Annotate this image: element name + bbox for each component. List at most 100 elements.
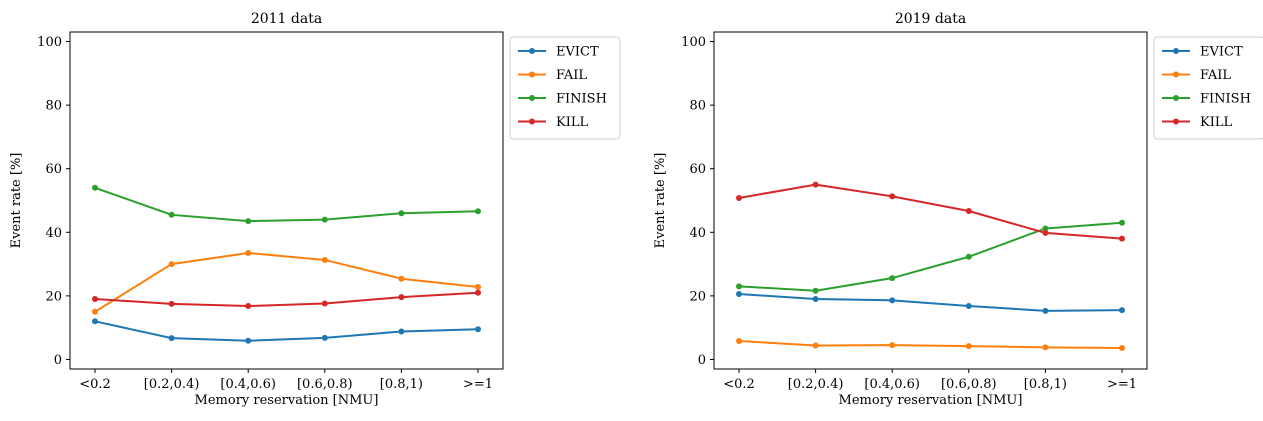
y-tick-label: 60 [45, 162, 62, 177]
x-axis-label: Memory reservation [NMU] [839, 393, 1023, 408]
data-point-finish [168, 211, 175, 218]
data-point-fail [965, 343, 972, 350]
data-point-kill [736, 194, 742, 201]
legend: EVICT FAIL FINISH KILL [1153, 36, 1263, 140]
legend-box [1153, 36, 1263, 140]
data-point-fail [1119, 345, 1125, 352]
x-tick-label: <0.2 [79, 377, 111, 392]
data-point-evict [475, 326, 481, 333]
y-tick-label: 80 [45, 99, 62, 114]
data-point-fail [1042, 344, 1049, 351]
data-point-kill [321, 300, 328, 307]
data-point-evict [965, 303, 972, 310]
y-tick-label: 100 [681, 35, 706, 50]
y-tick-label: 40 [689, 226, 706, 241]
series-evict [736, 290, 1125, 314]
legend-point-marker [1173, 118, 1179, 125]
x-tick-label: [0.6,0.8) [297, 377, 353, 392]
legend-label: FAIL [556, 68, 587, 83]
series-line-fail [94, 251, 479, 313]
data-point-finish [812, 287, 819, 294]
series-line-evict [94, 320, 479, 342]
x-axis-label: Memory reservation [NMU] [195, 393, 379, 408]
y-tick-label: 0 [698, 353, 706, 368]
chart-panel-2: 2019 data 0 20 40 60 80 100 <0.2 [0.2,0.4) [0.4,0… [653, 11, 1263, 408]
data-point-fail [736, 338, 742, 345]
data-point-evict [1042, 307, 1049, 314]
y-axis-label: Event rate [%] [9, 153, 24, 249]
x-tick-label: >=1 [463, 377, 493, 392]
data-point-evict [245, 337, 252, 344]
plot-area-frame [713, 31, 1148, 370]
plot-area-frame [69, 31, 504, 370]
x-tick-label: <0.2 [723, 377, 755, 392]
x-tick-label: [0.6,0.8) [941, 377, 997, 392]
series-kill [92, 289, 481, 310]
data-point-evict [321, 334, 328, 341]
legend-point-marker [529, 118, 535, 125]
legend-label: FAIL [1200, 68, 1231, 83]
series-finish [736, 219, 1125, 294]
data-point-finish [889, 275, 896, 282]
legend-item-kill: KILL [518, 115, 588, 130]
data-point-evict [736, 290, 742, 297]
y-axis-label: Event rate [%] [653, 153, 668, 249]
data-point-evict [398, 328, 405, 335]
legend-item-fail: FAIL [1162, 68, 1231, 83]
y-tick-label: 20 [689, 289, 706, 304]
data-point-kill [812, 181, 819, 188]
data-point-kill [92, 296, 98, 303]
data-point-finish [475, 208, 481, 215]
x-tick-label: [0.8,1) [1024, 377, 1067, 392]
legend-point-marker [1173, 95, 1179, 101]
series-finish [92, 184, 481, 225]
data-point-finish [398, 210, 405, 217]
series-line-evict [738, 292, 1123, 312]
legend-label: FINISH [1200, 92, 1251, 107]
data-point-finish [736, 283, 742, 290]
series-line-fail [738, 340, 1123, 350]
legend-item-kill: KILL [1162, 115, 1232, 130]
legend-point-marker [1173, 48, 1179, 54]
data-point-kill [398, 294, 405, 301]
legend-label: KILL [556, 115, 588, 130]
x-tick-label: [0.2,0.4) [144, 377, 200, 392]
y-tick-label: 20 [45, 289, 62, 304]
y-tick-label: 80 [689, 99, 706, 114]
y-tick-label: 40 [45, 226, 62, 241]
data-point-finish [965, 253, 972, 260]
series-line-finish [94, 186, 479, 223]
x-tick-label: [0.2,0.4) [788, 377, 844, 392]
x-tick-label: >=1 [1107, 377, 1137, 392]
data-point-kill [965, 207, 972, 214]
data-point-evict [92, 318, 98, 325]
series-line-kill [738, 183, 1123, 240]
legend-item-finish: FINISH [518, 92, 607, 107]
series-line-kill [94, 291, 479, 308]
data-point-kill [1119, 235, 1125, 242]
legend-label: EVICT [556, 45, 599, 60]
chart-title: 2011 data [251, 11, 322, 27]
data-point-kill [245, 303, 252, 310]
legend-point-marker [529, 71, 535, 78]
data-point-finish [1042, 225, 1049, 232]
data-point-fail [245, 249, 252, 256]
series-line-finish [738, 221, 1123, 292]
data-point-kill [1042, 229, 1049, 236]
data-point-finish [92, 184, 98, 191]
legend-label: KILL [1200, 115, 1232, 130]
series-fail [92, 249, 481, 315]
legend-item-fail: FAIL [518, 68, 587, 83]
legend-item-evict: EVICT [1162, 45, 1243, 60]
legend-label: EVICT [1200, 45, 1243, 60]
data-point-kill [475, 289, 481, 296]
legend-item-finish: FINISH [1162, 92, 1251, 107]
legend-item-evict: EVICT [518, 45, 599, 60]
x-tick-label: [0.8,1) [380, 377, 423, 392]
data-point-fail [812, 342, 819, 349]
y-tick-label: 100 [37, 35, 62, 50]
chart-title: 2019 data [895, 11, 966, 27]
data-point-finish [1119, 219, 1125, 226]
legend-point-marker [529, 48, 535, 54]
data-point-fail [398, 275, 405, 282]
